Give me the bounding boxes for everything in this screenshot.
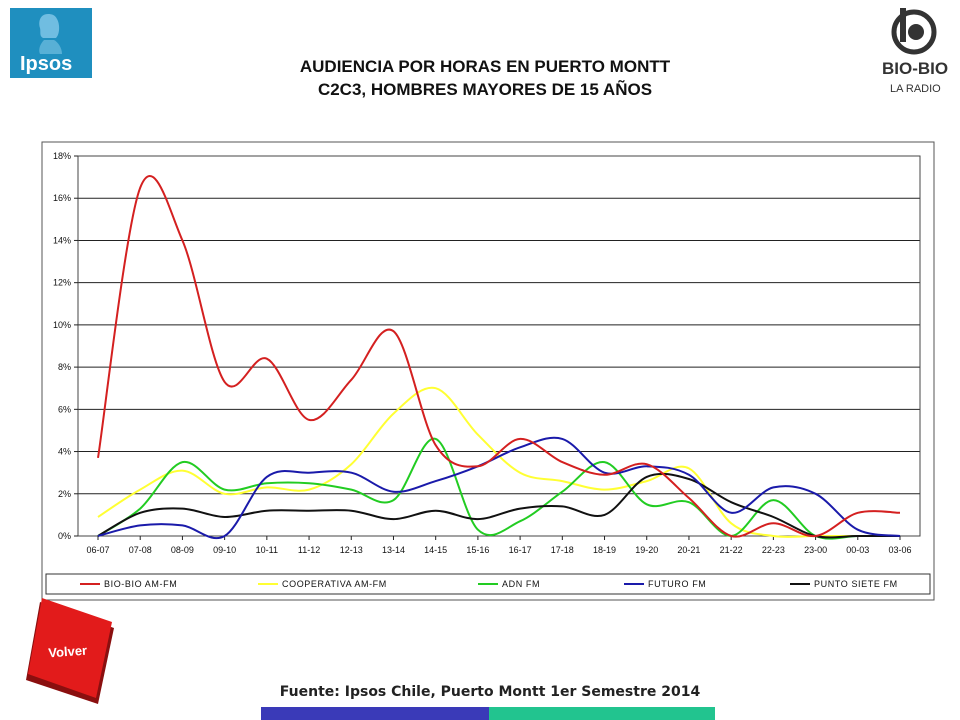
plot-area <box>77 155 921 537</box>
x-tick-label: 13-14 <box>382 545 405 555</box>
x-tick-label: 17-18 <box>551 545 574 555</box>
source-note: Fuente: Ipsos Chile, Puerto Montt 1er Se… <box>279 684 701 700</box>
legend-label: ADN FM <box>502 579 540 589</box>
x-tick-label: 03-06 <box>888 545 911 555</box>
x-tick-label: 11-12 <box>298 545 320 555</box>
x-tick-label: 20-21 <box>677 545 700 555</box>
legend-label: BIO-BIO AM-FM <box>104 579 177 589</box>
chart-frame <box>41 141 935 601</box>
footer-bar-blue <box>261 707 489 720</box>
x-tick-label: 14-15 <box>424 545 447 555</box>
y-tick-label: 10% <box>53 320 71 330</box>
series-line-cooperativa-am-fm <box>97 386 900 538</box>
x-tick-label: 00-03 <box>846 545 869 555</box>
x-tick-label: 09-10 <box>213 545 236 555</box>
series-line-bio-bio-am-fm <box>97 175 901 538</box>
x-tick-label: 10-11 <box>256 545 278 555</box>
x-tick-label: 19-20 <box>635 545 658 555</box>
series-line-adn-fm <box>97 437 900 540</box>
series-line-futuro-fm <box>97 436 901 540</box>
volver-label: Volver <box>48 643 88 661</box>
y-tick-label: 2% <box>58 489 71 499</box>
y-tick-label: 6% <box>58 404 71 414</box>
y-tick-label: 4% <box>58 447 71 457</box>
chart-title-line2: C2C3, HOMBRES MAYORES DE 15 AÑOS <box>317 80 653 99</box>
footer-bar-teal <box>489 707 715 720</box>
x-tick-label: 06-07 <box>86 545 109 555</box>
x-tick-label: 15-16 <box>466 545 489 555</box>
biobio-logo-text: BIO-BIO <box>882 59 948 78</box>
ipsos-logo: Ipsos <box>10 8 92 78</box>
biobio-logo-subtext: LA RADIO <box>890 83 941 95</box>
y-tick-label: 18% <box>53 151 71 161</box>
series-line-punto-siete-fm <box>97 472 900 539</box>
legend-label: COOPERATIVA AM-FM <box>282 579 387 589</box>
chart-title-line1: AUDIENCIA POR HORAS EN PUERTO MONTT <box>299 57 671 76</box>
volver-button[interactable]: Volver <box>22 596 122 708</box>
y-tick-label: 14% <box>53 235 71 245</box>
x-tick-label: 16-17 <box>509 545 532 555</box>
x-tick-label: 12-13 <box>340 545 363 555</box>
y-tick-label: 16% <box>53 193 71 203</box>
x-tick-label: 21-22 <box>720 545 743 555</box>
y-tick-label: 12% <box>53 278 71 288</box>
legend-label: PUNTO SIETE FM <box>814 579 898 589</box>
x-tick-label: 23-00 <box>804 545 827 555</box>
x-tick-label: 08-09 <box>171 545 194 555</box>
y-tick-label: 0% <box>58 531 71 541</box>
ipsos-logo-text: Ipsos <box>20 53 72 75</box>
y-tick-label: 8% <box>58 362 71 372</box>
x-tick-label: 07-08 <box>129 545 152 555</box>
x-tick-label: 22-23 <box>762 545 785 555</box>
biobio-logo: BIO-BIO LA RADIO <box>880 6 952 98</box>
legend-label: FUTURO FM <box>648 579 706 589</box>
x-tick-label: 18-19 <box>593 545 616 555</box>
